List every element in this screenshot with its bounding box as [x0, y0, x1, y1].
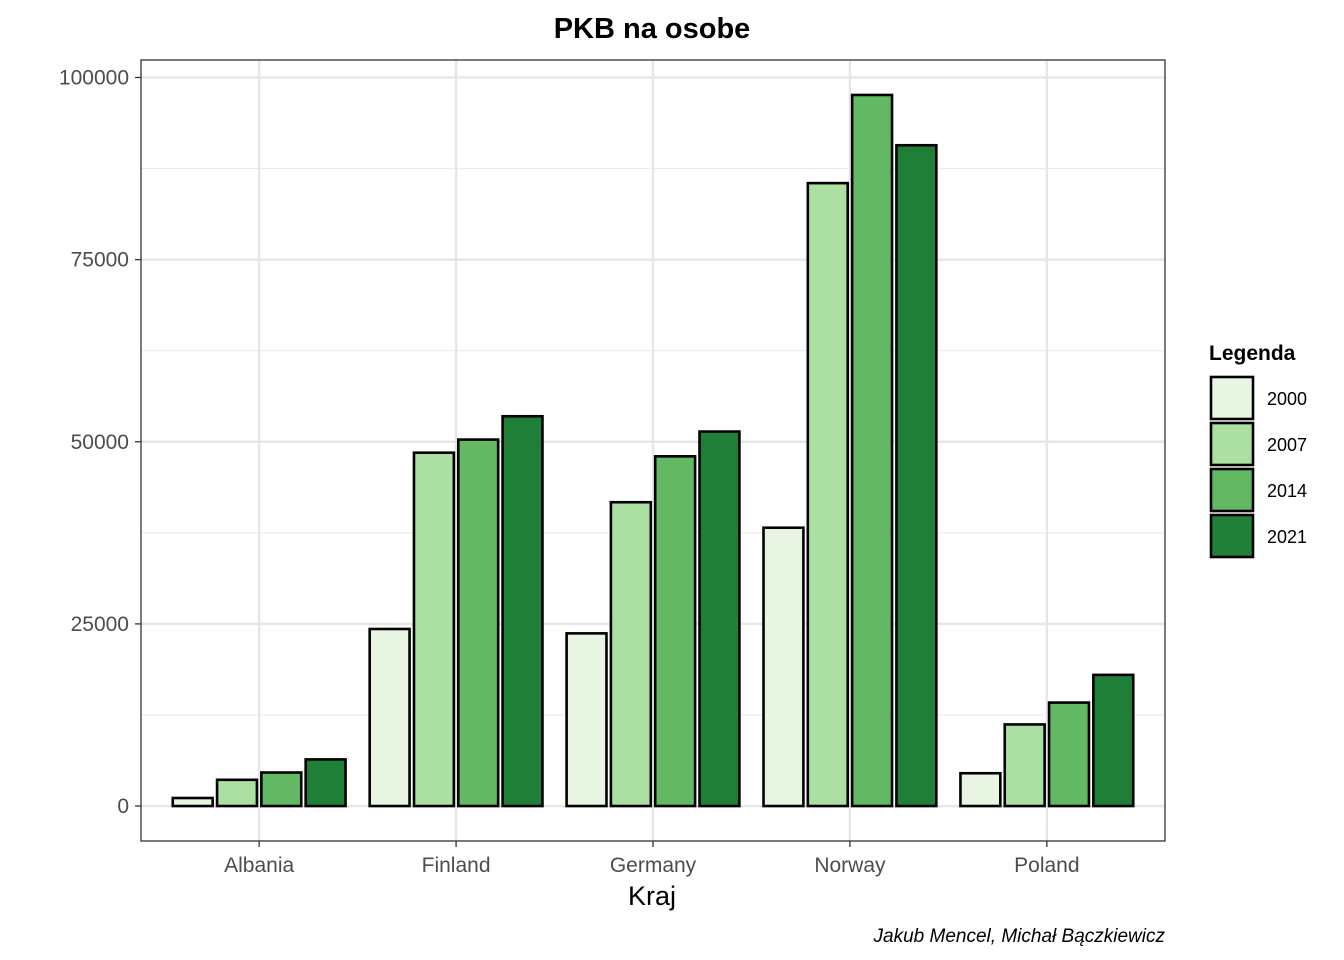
legend-title: Legenda: [1209, 342, 1296, 365]
bar-finland-2014: [456, 438, 500, 808]
bar-germany-2000: [565, 632, 608, 808]
bar-germany-2007: [609, 500, 653, 808]
y-tick-label: 50000: [71, 431, 129, 454]
legend-key-2007: [1209, 421, 1255, 467]
bars: [171, 93, 1135, 808]
legend-label-2021: 2021: [1267, 527, 1307, 547]
legend-label-2014: 2014: [1267, 481, 1307, 501]
x-axis-label: Kraj: [628, 881, 676, 911]
legend-label-2000: 2000: [1267, 389, 1307, 409]
x-axis: Albania Finland Germany Norway Poland: [224, 841, 1080, 877]
bar-albania-2007: [215, 778, 259, 808]
bar-germany-2014: [653, 455, 697, 808]
x-tick-label: Germany: [610, 854, 697, 877]
chart-title: PKB na osobe: [554, 13, 751, 45]
x-tick-label: Finland: [422, 854, 491, 877]
bar-finland-2021: [501, 414, 544, 808]
major-gridlines: [141, 60, 1165, 841]
y-tick-label: 25000: [71, 613, 129, 636]
legend-key-2000: [1209, 375, 1255, 421]
y-axis: 0 25000 50000 75000 100000: [59, 66, 141, 818]
legend-key-2021: [1209, 513, 1255, 559]
y-tick-label: 0: [117, 795, 129, 818]
legend-label-2007: 2007: [1267, 435, 1307, 455]
bar-albania-2014: [260, 771, 303, 808]
bar-poland-2000: [959, 771, 1002, 808]
bar-poland-2021: [1092, 673, 1135, 808]
x-tick-label: Poland: [1014, 854, 1079, 877]
bar-albania-2000: [171, 796, 214, 808]
bar-norway-2000: [762, 526, 805, 808]
bar-norway-2007: [806, 181, 850, 808]
bar-poland-2007: [1003, 723, 1046, 808]
bar-finland-2007: [412, 451, 456, 808]
y-tick-label: 100000: [59, 66, 129, 89]
y-tick-label: 75000: [71, 249, 129, 272]
bar-germany-2021: [698, 430, 741, 808]
legend: Legenda 2000 2007 2014 2021: [1209, 342, 1307, 559]
legend-key-2014: [1209, 467, 1255, 513]
x-tick-label: Albania: [224, 854, 294, 877]
bar-poland-2014: [1047, 701, 1091, 808]
x-tick-label: Norway: [814, 854, 886, 877]
bar-norway-2021: [895, 143, 938, 808]
caption: Jakub Mencel, Michał Bączkiewicz: [873, 926, 1166, 947]
bar-norway-2014: [850, 93, 894, 808]
bar-albania-2021: [304, 758, 347, 808]
bar-finland-2000: [368, 627, 411, 808]
